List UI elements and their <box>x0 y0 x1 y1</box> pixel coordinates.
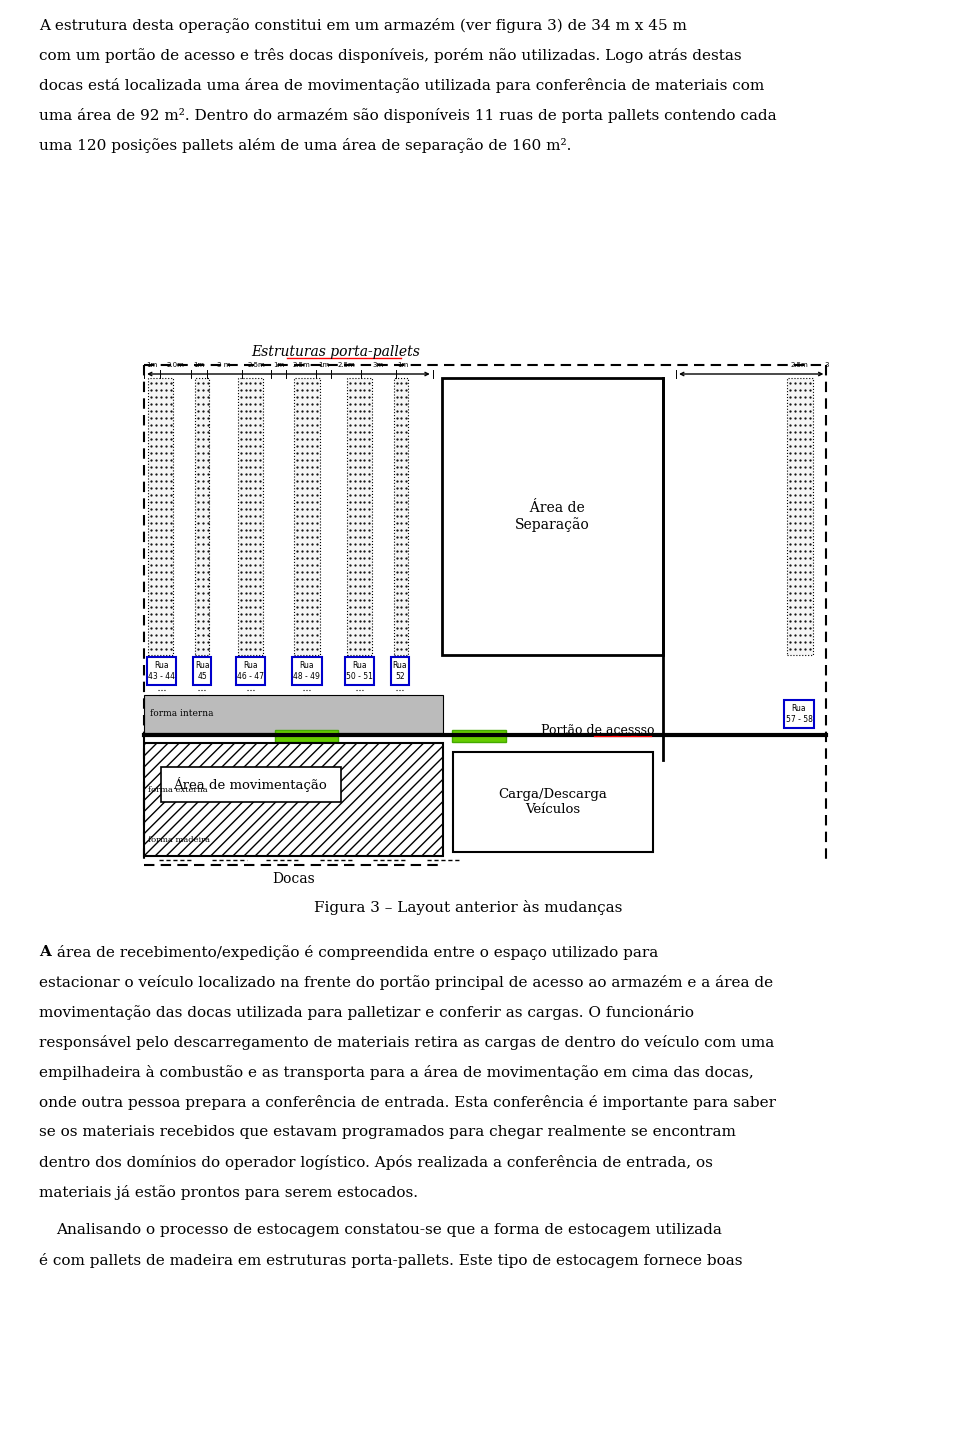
Text: Docas: Docas <box>273 872 315 885</box>
Text: 1m: 1m <box>146 362 157 368</box>
Text: se os materiais recebidos que estavam programados para chegar realmente se encon: se os materiais recebidos que estavam pr… <box>39 1125 736 1138</box>
Text: 2.5m: 2.5m <box>248 362 265 368</box>
Text: docas está localizada uma área de movimentação utilizada para conferência de mat: docas está localizada uma área de movime… <box>39 79 764 93</box>
Bar <box>295 378 320 654</box>
Bar <box>193 657 211 685</box>
Bar <box>148 378 174 654</box>
Bar <box>784 699 813 728</box>
Text: Rua
43 - 44: Rua 43 - 44 <box>148 662 176 680</box>
Bar <box>391 657 409 685</box>
Text: 2.5m: 2.5m <box>337 362 355 368</box>
Bar <box>195 378 209 654</box>
Text: uma 120 posições pallets além de uma área de separação de 160 m².: uma 120 posições pallets além de uma áre… <box>39 138 571 153</box>
Bar <box>147 657 177 685</box>
Text: é com pallets de madeira em estruturas porta-pallets. Este tipo de estocagem for: é com pallets de madeira em estruturas p… <box>39 1253 742 1268</box>
Text: forma interna: forma interna <box>150 710 213 718</box>
Text: 3: 3 <box>824 362 828 368</box>
Bar <box>238 378 263 654</box>
Bar <box>345 657 374 685</box>
Text: A: A <box>39 945 51 960</box>
Bar <box>236 657 265 685</box>
Text: 3m: 3m <box>372 362 384 368</box>
Text: Rua
48 - 49: Rua 48 - 49 <box>294 662 321 680</box>
Text: com um portão de acesso e três docas disponíveis, porém não utilizadas. Logo atr: com um portão de acesso e três docas dis… <box>39 48 741 63</box>
Text: Área de movimentação: Área de movimentação <box>174 776 327 791</box>
Text: 1m: 1m <box>396 362 408 368</box>
Text: onde outra pessoa prepara a conferência de entrada. Esta conferência é important: onde outra pessoa prepara a conferência … <box>39 1095 776 1109</box>
Text: 2.5m: 2.5m <box>790 362 808 368</box>
Bar <box>787 378 812 654</box>
Text: 1m: 1m <box>193 362 204 368</box>
Text: 2.0m: 2.0m <box>166 362 184 368</box>
Text: Portão de acessso: Portão de acessso <box>540 724 655 737</box>
Text: 1m: 1m <box>273 362 284 368</box>
Bar <box>144 695 444 733</box>
Text: A estrutura desta operação constitui em um armazém (ver figura 3) de 34 m x 45 m: A estrutura desta operação constitui em … <box>39 17 686 33</box>
Text: Figura 3 – Layout anterior às mudanças: Figura 3 – Layout anterior às mudanças <box>314 900 622 915</box>
Bar <box>275 730 338 742</box>
Bar <box>453 752 653 852</box>
Text: movimentação das docas utilizada para palletizar e conferir as cargas. O funcion: movimentação das docas utilizada para pa… <box>39 1005 694 1021</box>
Bar <box>347 378 372 654</box>
Text: Analisando o processo de estocagem constatou-se que a forma de estocagem utiliza: Analisando o processo de estocagem const… <box>57 1223 722 1237</box>
Bar <box>452 730 506 742</box>
Text: dentro dos domínios do operador logístico. Após realizada a conferência de entra: dentro dos domínios do operador logístic… <box>39 1154 713 1170</box>
Text: forma externa: forma externa <box>148 787 207 794</box>
Text: 3 m: 3 m <box>217 362 230 368</box>
Text: responsável pelo descarregamento de materiais retira as cargas de dentro do veíc: responsável pelo descarregamento de mate… <box>39 1035 774 1050</box>
Text: Área de
Separação: Área de Separação <box>516 500 589 532</box>
Text: 1m: 1m <box>318 362 329 368</box>
Text: Rua
45: Rua 45 <box>195 662 209 680</box>
Text: área de recebimento/expedição é compreendida entre o espaço utilizado para: área de recebimento/expedição é compreen… <box>52 945 658 960</box>
Bar <box>160 768 341 803</box>
Text: forma madeira: forma madeira <box>148 836 210 843</box>
Text: estacionar o veículo localizado na frente do portão principal de acesso ao armaz: estacionar o veículo localizado na frent… <box>39 976 773 990</box>
Bar <box>144 743 444 856</box>
Text: materiais já estão prontos para serem estocados.: materiais já estão prontos para serem es… <box>39 1185 418 1200</box>
Text: 2.5m: 2.5m <box>292 362 310 368</box>
Bar <box>292 657 322 685</box>
Text: Carga/Descarga
Veículos: Carga/Descarga Veículos <box>498 788 608 816</box>
Text: Rua
52: Rua 52 <box>393 662 407 680</box>
Bar <box>443 378 662 654</box>
Text: empilhadeira à combustão e as transporta para a área de movimentação em cima das: empilhadeira à combustão e as transporta… <box>39 1064 754 1080</box>
Bar <box>394 378 408 654</box>
Text: Rua
46 - 47: Rua 46 - 47 <box>237 662 264 680</box>
Text: uma área de 92 m². Dentro do armazém são disponíveis 11 ruas de porta pallets co: uma área de 92 m². Dentro do armazém são… <box>39 108 777 124</box>
Text: Rua
50 - 51: Rua 50 - 51 <box>347 662 373 680</box>
Text: Rua
57 - 58: Rua 57 - 58 <box>785 704 812 724</box>
Text: Estruturas porta-pallets: Estruturas porta-pallets <box>252 345 420 359</box>
